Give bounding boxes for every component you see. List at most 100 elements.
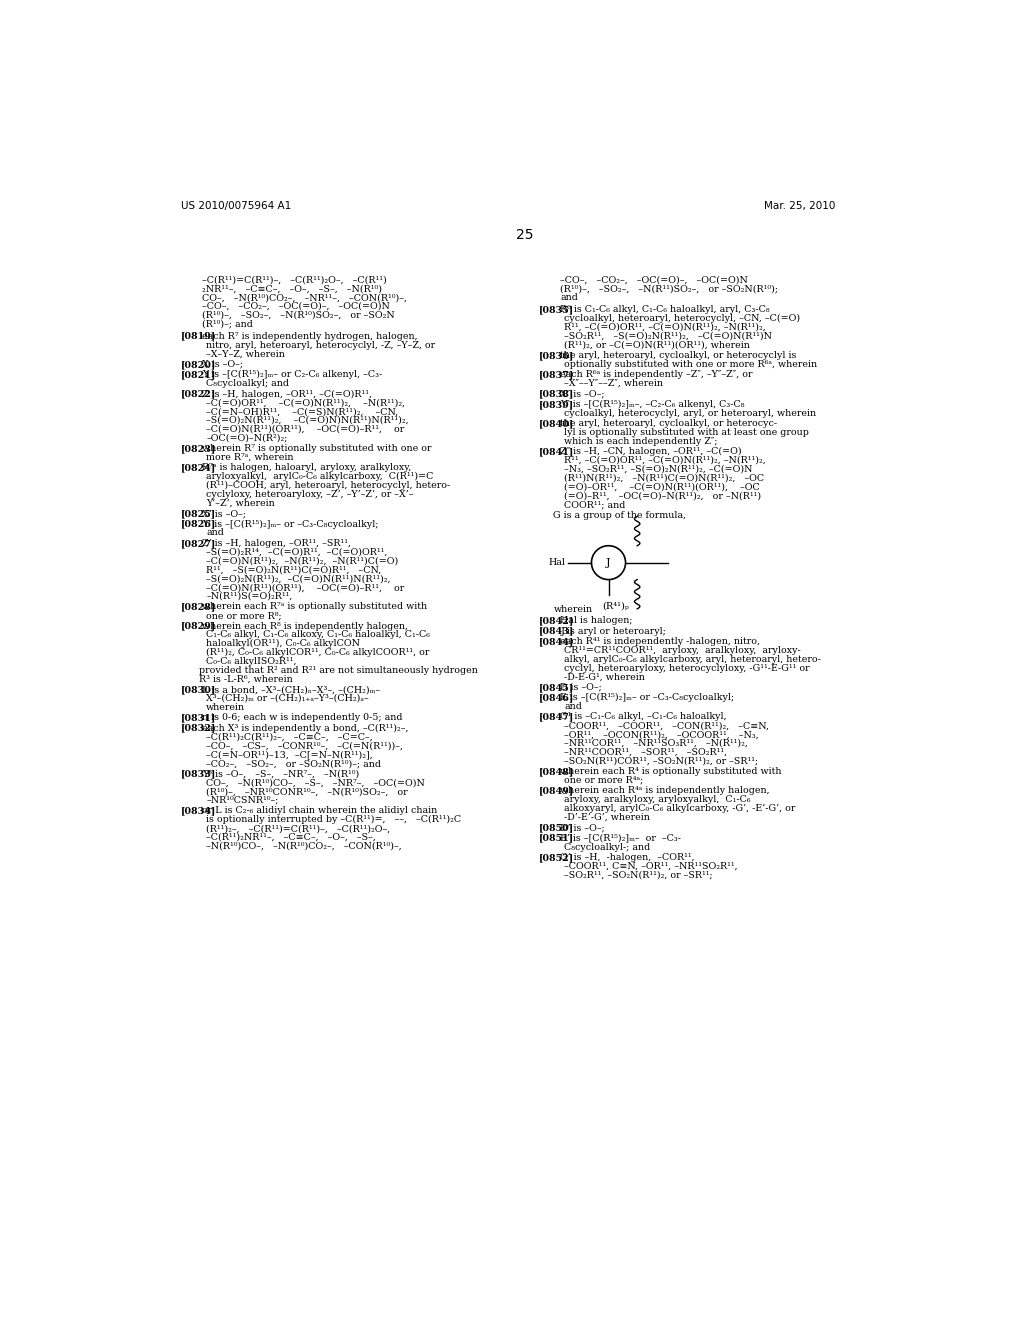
- Text: –C(=O)OR¹¹,    –C(=O)N(R¹¹)₂,    –N(R¹¹)₂,: –C(=O)OR¹¹, –C(=O)N(R¹¹)₂, –N(R¹¹)₂,: [206, 399, 406, 408]
- Text: CR¹¹=CR¹¹COOR¹¹,  aryloxy,  aralkyloxy,  aryloxy-: CR¹¹=CR¹¹COOR¹¹, aryloxy, aralkyloxy, ar…: [564, 645, 801, 655]
- Text: –X″––Y″––Z″, wherein: –X″––Y″––Z″, wherein: [564, 379, 664, 388]
- Text: 25: 25: [516, 227, 534, 242]
- Text: –CO₂–,   –SO₂–,   or –SO₂N(R¹⁰)–; and: –CO₂–, –SO₂–, or –SO₂N(R¹⁰)–; and: [206, 759, 381, 768]
- Text: [0824]: [0824]: [180, 463, 216, 473]
- Text: [0841]: [0841]: [539, 447, 574, 457]
- Text: each X³ is independently a bond, –C(R¹¹)₂–,: each X³ is independently a bond, –C(R¹¹)…: [203, 723, 409, 733]
- Text: [0831]: [0831]: [180, 713, 216, 722]
- Text: (R¹⁰)–,   –SO₂–,   –N(R¹⁰)SO₂–,   or –SO₂N: (R¹⁰)–, –SO₂–, –N(R¹⁰)SO₂–, or –SO₂N: [203, 312, 395, 319]
- Text: R¹¹, –C(=O)OR¹¹, –C(=O)N(R¹¹)₂, –N(R¹¹)₂,: R¹¹, –C(=O)OR¹¹, –C(=O)N(R¹¹)₂, –N(R¹¹)₂…: [564, 323, 766, 331]
- Text: each R⁶ᵃ is independently –Z″, –Y″–Z″, or: each R⁶ᵃ is independently –Z″, –Y″–Z″, o…: [560, 370, 753, 379]
- Text: aryloxyalkyl,  arylC₀-C₆ alkylcarboxy,  C(R¹¹)=C: aryloxyalkyl, arylC₀-C₆ alkylcarboxy, C(…: [206, 473, 433, 482]
- Text: cyclyloxy, heteroaryloxy, –Z’, –Y’–Z’, or –X’–: cyclyloxy, heteroaryloxy, –Z’, –Y’–Z’, o…: [206, 490, 414, 499]
- Text: –X–Y–Z, wherein: –X–Y–Z, wherein: [206, 350, 285, 358]
- Text: (R¹¹)₂, C₀-C₆ alkylCOR¹¹, C₀-C₆ alkylCOOR¹¹, or: (R¹¹)₂, C₀-C₆ alkylCOR¹¹, C₀-C₆ alkylCOO…: [206, 648, 430, 657]
- Text: Hal: Hal: [549, 558, 566, 568]
- Text: R⁷ᵃ is halogen, haloaryl, aryloxy, aralkyloxy,: R⁷ᵃ is halogen, haloaryl, aryloxy, aralk…: [203, 463, 412, 473]
- Text: more R⁷ᵃ, wherein: more R⁷ᵃ, wherein: [206, 453, 294, 462]
- Text: [0843]: [0843]: [539, 627, 574, 635]
- Text: [0836]: [0836]: [539, 351, 574, 360]
- Text: E’ is –[C(R¹⁵)₂]ₘ–  or  –C₃-: E’ is –[C(R¹⁵)₂]ₘ– or –C₃-: [560, 834, 681, 842]
- Text: D’ is –O–;: D’ is –O–;: [560, 824, 605, 833]
- Text: (R¹¹)–COOH, aryl, heteroaryl, heterocyclyl, hetero-: (R¹¹)–COOH, aryl, heteroaryl, heterocycl…: [206, 480, 451, 490]
- Text: [0833]: [0833]: [180, 770, 216, 779]
- Text: (R¹⁰)–; and: (R¹⁰)–; and: [203, 319, 253, 329]
- Text: –SO₂R¹¹,   –S(=O)₂N(R¹¹)₂,   –C(=O)N(R¹¹)N: –SO₂R¹¹, –S(=O)₂N(R¹¹)₂, –C(=O)N(R¹¹)N: [564, 331, 772, 341]
- Text: E is –[C(R¹⁵)₂]ₘ– or –C₃-C₈cycloalkyl;: E is –[C(R¹⁵)₂]ₘ– or –C₃-C₈cycloalkyl;: [560, 693, 734, 702]
- Text: –C(=O)N(R¹¹)(OR¹¹),    –OC(=O)–R¹¹,    or: –C(=O)N(R¹¹)(OR¹¹), –OC(=O)–R¹¹, or: [206, 425, 404, 434]
- Text: [0848]: [0848]: [539, 767, 574, 776]
- Text: each R⁴¹ is independently -halogen, nitro,: each R⁴¹ is independently -halogen, nitr…: [560, 638, 761, 645]
- Text: Z’ is –H, halogen, –OR¹¹, –SR¹¹,: Z’ is –H, halogen, –OR¹¹, –SR¹¹,: [203, 539, 351, 548]
- Text: (R¹⁰)–,   –SO₂–,   –N(R¹¹)SO₂–,   or –SO₂N(R¹⁰);: (R¹⁰)–, –SO₂–, –N(R¹¹)SO₂–, or –SO₂N(R¹⁰…: [560, 284, 778, 293]
- Text: [0846]: [0846]: [539, 693, 574, 702]
- Text: Z″ is –H, –CN, halogen, –OR¹¹, –C(=O): Z″ is –H, –CN, halogen, –OR¹¹, –C(=O): [560, 447, 742, 457]
- Text: or L is C₂-₆ alidiyl chain wherein the alidiyl chain: or L is C₂-₆ alidiyl chain wherein the a…: [203, 807, 437, 816]
- Text: Z is –H, halogen, –OR¹¹, –C(=O)R¹¹,: Z is –H, halogen, –OR¹¹, –C(=O)R¹¹,: [203, 389, 373, 399]
- Text: [0822]: [0822]: [180, 389, 216, 399]
- Text: L is a bond, –X³–(CH₂)ₙ–X³–, –(CH₂)ₘ–: L is a bond, –X³–(CH₂)ₙ–X³–, –(CH₂)ₘ–: [203, 685, 381, 694]
- Text: X’ is –O–;: X’ is –O–;: [203, 510, 247, 519]
- Text: one or more R⁴ᵃ;: one or more R⁴ᵃ;: [564, 776, 643, 785]
- Text: –S(=O)₂N(R¹¹)₂,    –C(=O)N)N(R¹¹)N(R¹¹)₂,: –S(=O)₂N(R¹¹)₂, –C(=O)N)N(R¹¹)N(R¹¹)₂,: [206, 416, 409, 425]
- Text: G is a group of the formula,: G is a group of the formula,: [554, 511, 687, 520]
- Text: [0829]: [0829]: [180, 622, 216, 631]
- Text: alkoxyaryl, arylC₀-C₆ alkylcarboxy, -G’, -E’-G’, or: alkoxyaryl, arylC₀-C₆ alkylcarboxy, -G’,…: [564, 804, 796, 813]
- Text: wherein each R⁸ is independently halogen,: wherein each R⁸ is independently halogen…: [203, 622, 409, 631]
- Text: (R¹⁰)–,   –NR¹⁰CONR¹⁰–,   –N(R¹⁰)SO₂–,   or: (R¹⁰)–, –NR¹⁰CONR¹⁰–, –N(R¹⁰)SO₂–, or: [206, 787, 408, 796]
- Text: –COOR¹¹,   –COOR¹¹,   –CON(R¹¹)₂,   –C≡N,: –COOR¹¹, –COOR¹¹, –CON(R¹¹)₂, –C≡N,: [564, 721, 769, 730]
- Text: wherein each R⁴ᵃ is independently halogen,: wherein each R⁴ᵃ is independently haloge…: [560, 787, 770, 796]
- Text: alkyl, arylC₀-C₆ alkylcarboxy, aryl, heteroaryl, hetero-: alkyl, arylC₀-C₆ alkylcarboxy, aryl, het…: [564, 655, 821, 664]
- Text: R⁶ is C₁-C₆ alkyl, C₁-C₆ haloalkyl, aryl, C₃-C₈: R⁶ is C₁-C₆ alkyl, C₁-C₆ haloalkyl, aryl…: [560, 305, 770, 314]
- Text: C₈cycloalkyl-; and: C₈cycloalkyl-; and: [564, 842, 650, 851]
- Text: wherein: wherein: [554, 605, 593, 614]
- Text: –N(R¹⁰)CO–,   –N(R¹⁰)CO₂–,   –CON(R¹⁰)–,: –N(R¹⁰)CO–, –N(R¹⁰)CO₂–, –CON(R¹⁰)–,: [206, 842, 402, 851]
- Text: –C(=O)N(R¹¹)(OR¹¹),    –OC(=O)–R¹¹,    or: –C(=O)N(R¹¹)(OR¹¹), –OC(=O)–R¹¹, or: [206, 583, 404, 593]
- Text: (R¹¹)₂, or –C(=O)N(R¹¹)(OR¹¹), wherein: (R¹¹)₂, or –C(=O)N(R¹¹)(OR¹¹), wherein: [564, 341, 751, 350]
- Text: G’ is –H,  -halogen,  –COR¹¹,: G’ is –H, -halogen, –COR¹¹,: [560, 853, 695, 862]
- Text: [0839]: [0839]: [539, 400, 574, 409]
- Text: J: J: [606, 557, 610, 568]
- Text: haloalkyl(OR¹¹), C₀-C₆ alkylCON: haloalkyl(OR¹¹), C₀-C₆ alkylCON: [206, 639, 360, 648]
- Text: [0847]: [0847]: [539, 713, 574, 722]
- Text: –N₃, –SO₂R¹¹, –S(=O)₂N(R¹¹)₂, –C(=O)N: –N₃, –SO₂R¹¹, –S(=O)₂N(R¹¹)₂, –C(=O)N: [564, 465, 753, 474]
- Text: R¹¹,   –S(=O)₂N(R¹¹)C(=O)R¹¹,   –CN,: R¹¹, –S(=O)₂N(R¹¹)C(=O)R¹¹, –CN,: [206, 565, 382, 574]
- Text: [0821]: [0821]: [180, 370, 216, 379]
- Text: [0842]: [0842]: [539, 616, 574, 626]
- Text: C₁-C₆ alkyl, C₁-C₆ alkoxy, C₁-C₆ haloalkyl, C₁-C₆: C₁-C₆ alkyl, C₁-C₆ alkoxy, C₁-C₆ haloalk…: [206, 631, 430, 639]
- Text: [0851]: [0851]: [539, 834, 574, 842]
- Text: [0832]: [0832]: [180, 723, 216, 733]
- Text: X³–(CH₂)ₘ or –(CH₂)₁₊ₐ–Y³–(CH₂)ₐ–: X³–(CH₂)ₘ or –(CH₂)₁₊ₐ–Y³–(CH₂)ₐ–: [206, 694, 369, 704]
- Text: (R⁴¹)ₚ: (R⁴¹)ₚ: [602, 601, 629, 610]
- Text: cycloalkyl, heterocyclyl, aryl, or heteroaryl, wherein: cycloalkyl, heterocyclyl, aryl, or heter…: [564, 409, 816, 417]
- Text: D is –O–;: D is –O–;: [560, 682, 602, 692]
- Text: –C(=O)N(R¹¹)₂,  –N(R¹¹)₂,  –N(R¹¹)C(=O): –C(=O)N(R¹¹)₂, –N(R¹¹)₂, –N(R¹¹)C(=O): [206, 557, 398, 565]
- Text: –C(=N–OR¹¹)–13,  –C[=N–N(R¹¹)₂],: –C(=N–OR¹¹)–13, –C[=N–N(R¹¹)₂],: [206, 750, 373, 759]
- Text: –NR¹¹COR¹¹,   –NR¹¹SO₃R¹¹,   –N(R¹¹)₂,: –NR¹¹COR¹¹, –NR¹¹SO₃R¹¹, –N(R¹¹)₂,: [564, 739, 749, 748]
- Text: –SO₂R¹¹, –SO₂N(R¹¹)₂, or –SR¹¹;: –SO₂R¹¹, –SO₂N(R¹¹)₂, or –SR¹¹;: [564, 871, 713, 879]
- Text: provided that R² and R²¹ are not simultaneously hydrogen: provided that R² and R²¹ are not simulta…: [200, 665, 478, 675]
- Text: R¹¹, –C(=O)OR¹¹, –C(=O)N(R¹¹)₂, –N(R¹¹)₂,: R¹¹, –C(=O)OR¹¹, –C(=O)N(R¹¹)₂, –N(R¹¹)₂…: [564, 455, 766, 465]
- Text: CO–,   –N(R¹⁰)CO₂–,   –NR¹¹–,   –CON(R¹⁰)–,: CO–, –N(R¹⁰)CO₂–, –NR¹¹–, –CON(R¹⁰)–,: [203, 293, 408, 302]
- Text: C₀-C₆ alkylISO₂R¹¹,: C₀-C₆ alkylISO₂R¹¹,: [206, 657, 297, 667]
- Text: and: and: [564, 702, 583, 711]
- Text: the aryl, heteroaryl, cycloalkyl, or heterocyc-: the aryl, heteroaryl, cycloalkyl, or het…: [560, 418, 777, 428]
- Text: each R⁷ is independently hydrogen, halogen,: each R⁷ is independently hydrogen, halog…: [203, 331, 418, 341]
- Text: aryloxy, aralkyloxy, aryloxyalkyl,  C₁-C₆: aryloxy, aralkyloxy, aryloxyalkyl, C₁-C₆: [564, 795, 751, 804]
- Text: (R¹¹)N(R¹¹)₂,   –N(R¹¹)C(=O)N(R¹¹)₂,   –OC: (R¹¹)N(R¹¹)₂, –N(R¹¹)C(=O)N(R¹¹)₂, –OC: [564, 474, 765, 483]
- Text: [0840]: [0840]: [539, 418, 574, 428]
- Text: cyclyl, heteroaryloxy, heterocyclyloxy, -G¹¹-E-G¹¹ or: cyclyl, heteroaryloxy, heterocyclyloxy, …: [564, 664, 810, 672]
- Text: [0819]: [0819]: [180, 331, 216, 341]
- Text: -D’-E’-G’, wherein: -D’-E’-G’, wherein: [564, 813, 650, 822]
- Text: (=O)–R¹¹,   –OC(=O)–N(R¹¹)₂,   or –N(R¹¹): (=O)–R¹¹, –OC(=O)–N(R¹¹)₂, or –N(R¹¹): [564, 491, 762, 500]
- Text: nitro, aryl, heteroaryl, heterocyclyl, -Z, –Y–Z, or: nitro, aryl, heteroaryl, heterocyclyl, -…: [206, 341, 435, 350]
- Text: and: and: [206, 528, 224, 537]
- Text: –C(R¹¹)=C(R¹¹)–,   –C(R¹¹)₂O–,   –C(R¹¹): –C(R¹¹)=C(R¹¹)–, –C(R¹¹)₂O–, –C(R¹¹): [203, 276, 387, 284]
- Text: CO–,   –N(R¹⁰)CO–,   –S–,   –NR⁷–,   –OC(=O)N: CO–, –N(R¹⁰)CO–, –S–, –NR⁷–, –OC(=O)N: [206, 779, 425, 787]
- Text: G¹ is –C₁-C₆ alkyl, –C₁-C₆ haloalkyl,: G¹ is –C₁-C₆ alkyl, –C₁-C₆ haloalkyl,: [560, 713, 727, 722]
- Text: [0852]: [0852]: [539, 853, 574, 862]
- Text: Mar. 25, 2010: Mar. 25, 2010: [764, 201, 835, 211]
- Text: and: and: [560, 293, 579, 302]
- Text: –COOR¹¹, C≡N, –OR¹¹, –NR¹¹SO₂R¹¹,: –COOR¹¹, C≡N, –OR¹¹, –NR¹¹SO₂R¹¹,: [564, 862, 738, 871]
- Text: X″ is –O–;: X″ is –O–;: [560, 389, 605, 399]
